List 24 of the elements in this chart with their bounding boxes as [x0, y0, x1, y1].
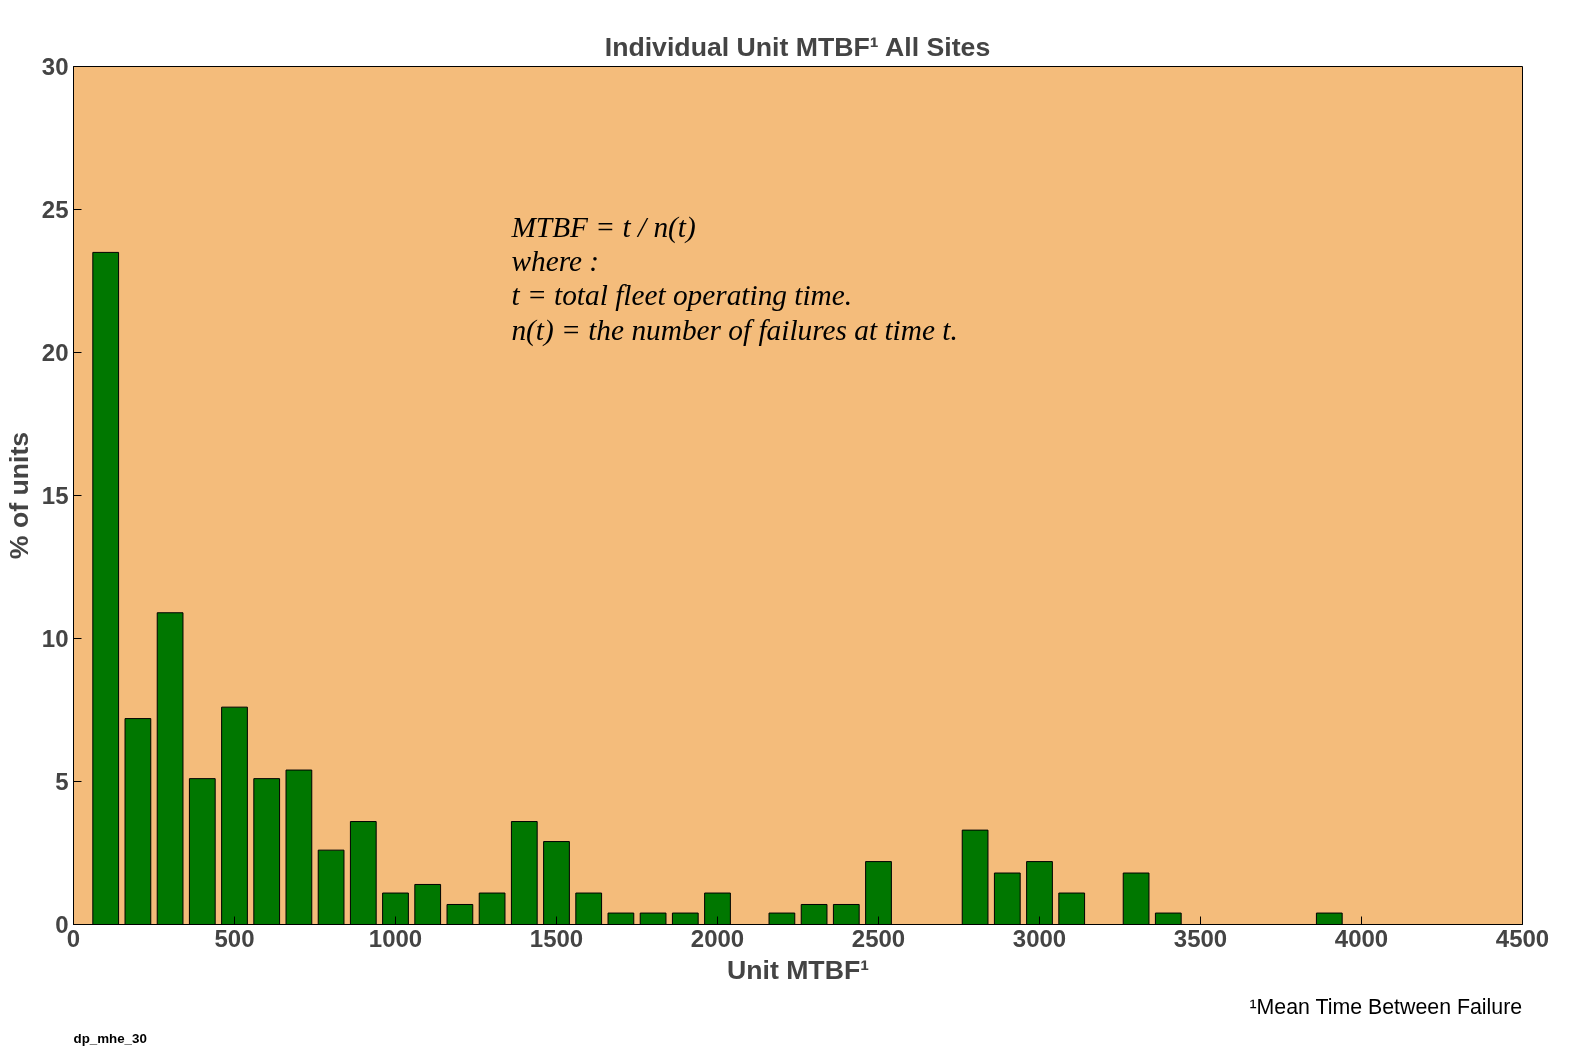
x-tick-label: 4000 — [1334, 924, 1389, 952]
y-tick-label: 10 — [41, 625, 69, 652]
text: ¹Mean Time Between Failure — [1249, 994, 1523, 1019]
x-tick-label: 3000 — [1012, 924, 1067, 952]
chart-title: Individual Unit MTBF¹ All Sites — [604, 31, 991, 62]
y-tick-label: 30 — [41, 53, 69, 80]
y-axis-title: % of units — [3, 431, 34, 560]
annotation: where : — [511, 244, 600, 277]
annotation: MTBF = t / n(t) — [510, 210, 696, 244]
x-tick-label: 4500 — [1495, 924, 1550, 952]
y-tick-label: 5 — [55, 768, 69, 795]
annotation: n(t) = the number of failures at time t. — [511, 313, 958, 347]
annotation: t = total fleet operating time. — [511, 279, 853, 312]
text: dp_mhe_30 — [73, 1030, 147, 1046]
y-tick-label: 25 — [41, 196, 69, 223]
y-tick-label: 15 — [41, 482, 69, 509]
x-axis-title: Unit MTBF¹ — [726, 954, 870, 985]
x-tick-label: 3500 — [1173, 924, 1228, 952]
x-tick-label: 1500 — [529, 924, 584, 952]
x-tick-label: 2000 — [690, 924, 745, 952]
x-tick-label: 500 — [214, 924, 255, 952]
x-tick-label: 1000 — [368, 924, 423, 952]
y-tick-label: 20 — [41, 339, 69, 366]
x-tick-label: 2500 — [851, 924, 906, 952]
